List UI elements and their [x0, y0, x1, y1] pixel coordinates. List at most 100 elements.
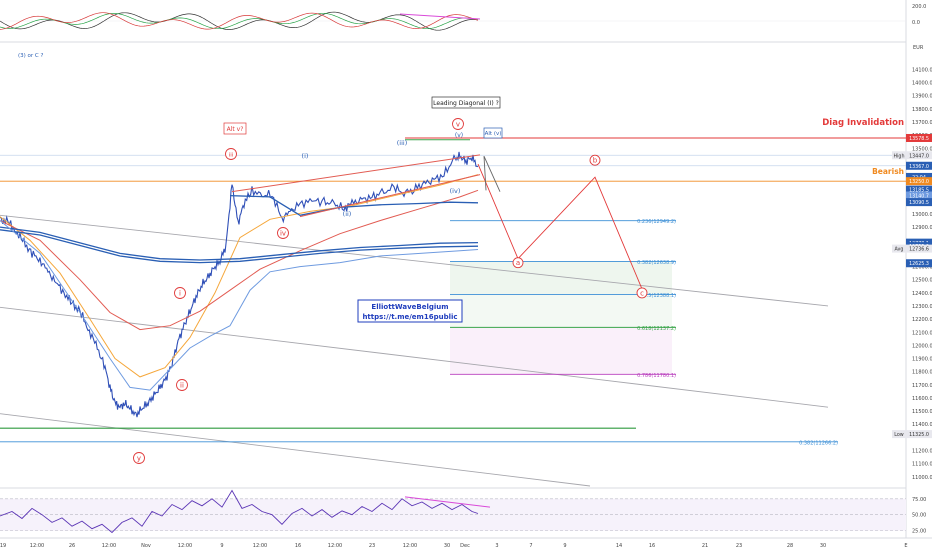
price-tag-label: 12625.3	[909, 261, 929, 267]
rsi-tick-label: 75.00	[912, 497, 926, 503]
v-green-label: (v)	[455, 132, 463, 139]
price-tick-label: 11000.0	[912, 475, 932, 481]
fib-zone-pink	[450, 327, 672, 375]
time-tick-label: 3	[495, 543, 498, 549]
wave-circle-i	[174, 287, 186, 299]
rsi-tick-label: 25.00	[912, 529, 926, 535]
wedge-lower	[299, 174, 481, 218]
price-tick-label: 11900.0	[912, 357, 932, 363]
blue-wave-label: (iii)	[397, 139, 408, 147]
time-tick-label: 12:00	[253, 543, 267, 549]
price-tick-label: 13500.0	[912, 146, 932, 152]
price-tick-label: 13900.0	[912, 94, 932, 100]
osc-divergence-line	[399, 13, 481, 20]
price-tick-label: 11100.0	[912, 462, 932, 468]
time-tick-label: 9	[563, 543, 566, 549]
leading-diagonal-label: Leading Diagonal (I) ?	[433, 100, 499, 107]
wave-label-iii: iii	[229, 153, 234, 159]
series-line-price	[0, 151, 479, 418]
diag-invalidation-label: Diag Invalidation	[822, 118, 904, 128]
price-tick-label: 12500.0	[912, 278, 932, 284]
time-tick-label: 12:00	[403, 543, 417, 549]
alt-v-blue-label: Alt (v)	[485, 131, 502, 137]
time-tick-label: Nov	[141, 543, 151, 549]
blue-wave-label: (i)	[302, 152, 309, 160]
rsi-line	[0, 489, 479, 534]
price-tag-label: 13250.0	[909, 179, 929, 185]
wave-label-ii: ii	[180, 382, 184, 390]
price-tick-label: 12400.0	[912, 291, 932, 297]
time-tick-label: 7	[529, 543, 532, 549]
blue-wave-label: (ii)	[343, 210, 352, 218]
osc-line-osc_black	[0, 11, 479, 31]
series-line-ma_blue	[0, 226, 479, 261]
price-tag-prefix: Avg	[895, 247, 904, 253]
blue-wave-label: (iv)	[450, 187, 461, 195]
price-tick-label: 12100.0	[912, 330, 932, 336]
price-tag-prefix-bg	[892, 244, 906, 253]
price-tick-label: 13000.0	[912, 212, 932, 218]
price-tag-prefix-bg	[892, 151, 906, 160]
projection-circle-c	[636, 287, 648, 299]
watermark-url: https://t.me/em16public	[362, 313, 457, 321]
price-tick-label: 12900.0	[912, 225, 932, 231]
price-tag-bg	[906, 133, 932, 142]
projection-label-b: b	[593, 157, 598, 165]
time-tick-label: 12:00	[178, 543, 192, 549]
price-tag-bg	[906, 244, 932, 253]
wave-top-label: (3) or C ?	[18, 53, 44, 59]
price-tick-label: 11600.0	[912, 396, 932, 402]
price-tick-label: 14100.0	[912, 67, 932, 73]
time-tick-label: Dec	[460, 543, 470, 549]
price-tag-bg	[906, 172, 932, 181]
projection-circle-b	[589, 154, 601, 166]
rsi-divergence-line	[404, 496, 491, 508]
osc-line-osc_green	[0, 12, 479, 30]
price-tick-label: 11800.0	[912, 370, 932, 376]
time-tick-label: 12:00	[102, 543, 116, 549]
price-tag-bg	[906, 161, 932, 170]
time-tick-label: 14	[616, 543, 622, 549]
price-tag-bg	[906, 151, 932, 160]
series-line-ma_blue	[229, 194, 479, 216]
time-tick-label: 23	[736, 543, 742, 549]
time-tick-label: 28	[787, 543, 793, 549]
trend-line-upper	[0, 214, 829, 307]
time-tick-label: 9	[220, 543, 223, 549]
time-tick-label: 19	[0, 543, 6, 549]
wave-label-v: v	[456, 121, 460, 129]
wave-label-y: y	[137, 455, 141, 463]
fib-level-label: 0.382(12638.9)	[637, 260, 676, 266]
fib-zone-light	[450, 294, 672, 328]
trend-line-lower	[0, 413, 591, 487]
alt-v-blue-box	[483, 127, 503, 139]
osc-line-osc_red	[0, 12, 479, 30]
price-tag-bg	[906, 185, 932, 194]
currency-label: EUR	[913, 45, 924, 51]
price-tag-bg	[906, 430, 932, 439]
price-tag-bg	[906, 259, 932, 268]
bearish-label: Bearish	[872, 167, 904, 176]
wave-circle-iv	[277, 227, 289, 239]
fib-level-label: 0.382(11266.2)	[799, 440, 838, 446]
price-tag-label: 13090.5	[909, 200, 929, 206]
price-tick-label: 12600.0	[912, 265, 932, 271]
price-tag-label: 13367.0	[909, 164, 929, 170]
price-tag-prefix: Low	[894, 432, 904, 438]
alt-projection-path	[483, 155, 501, 192]
time-tick-label: 30	[444, 543, 450, 549]
price-tick-label: 11400.0	[912, 422, 932, 428]
rsi-tick-label: 50.00	[912, 513, 926, 519]
watermark-box	[357, 299, 463, 323]
time-tick-label: 16	[649, 543, 655, 549]
time-tick-label: 30	[820, 543, 826, 549]
projection-label-c: c	[640, 289, 644, 297]
wedge-upper	[231, 154, 481, 193]
wave-circle-v	[452, 118, 464, 130]
price-tag-prefix-bg	[892, 430, 906, 439]
price-tag-label: 13140.7	[909, 194, 929, 200]
watermark-name: ElliottWaveBelgium	[371, 303, 448, 311]
price-tick-label: 13800.0	[912, 107, 932, 113]
